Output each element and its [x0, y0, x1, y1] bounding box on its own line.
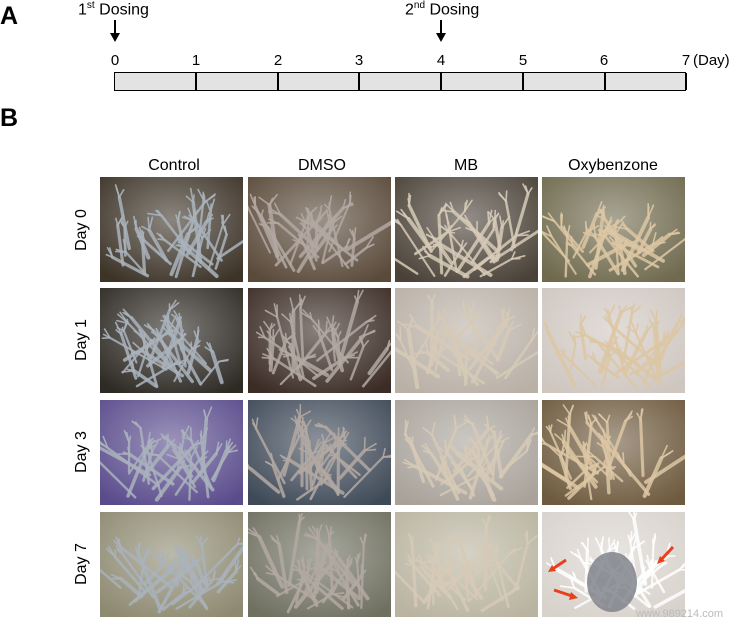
- coral-photo: [542, 512, 685, 617]
- timeline-divider: [604, 73, 606, 90]
- second-dosing-label: 2nd Dosing: [405, 0, 479, 19]
- coral-photo: [395, 177, 538, 282]
- timeline-divider: [522, 73, 524, 90]
- second-dosing-sup: nd: [413, 0, 426, 11]
- panel-b-letter: B: [0, 104, 19, 132]
- second-dosing-text: Dosing: [425, 1, 480, 19]
- coral-photo: [100, 512, 243, 617]
- timeline-divider: [277, 73, 279, 90]
- tick-label-1: 1: [191, 52, 201, 69]
- red-arrow-icon: [657, 545, 675, 564]
- tick-label-6: 6: [599, 52, 609, 69]
- column-header-mb: MB: [454, 157, 478, 174]
- panel-a-letter: A: [0, 2, 19, 30]
- coral-photo: [248, 177, 391, 282]
- row-header-day1: Day 1: [73, 319, 90, 361]
- watermark-text: www.989214.com: [636, 608, 723, 620]
- coral-photo: [395, 512, 538, 617]
- timeline-bar: [114, 72, 687, 91]
- coral-photo: [542, 177, 685, 282]
- coral-photo: [395, 288, 538, 393]
- coral-photo: [248, 288, 391, 393]
- tick-label-0: 0: [110, 52, 120, 69]
- first-dosing-label: 1st Dosing: [78, 0, 149, 19]
- column-header-dmso: DMSO: [298, 157, 346, 174]
- tick-label-4: 4: [436, 52, 446, 69]
- coral-photo: [395, 400, 538, 505]
- coral-photo: [542, 400, 685, 505]
- row-header-day0: Day 0: [73, 209, 90, 251]
- row-header-day3: Day 3: [73, 431, 90, 473]
- timeline-divider: [358, 73, 360, 90]
- timeline-divider: [440, 73, 442, 90]
- tick-label-3: 3: [354, 52, 364, 69]
- coral-photo: [248, 512, 391, 617]
- coral-photo: [100, 288, 243, 393]
- timeline-divider: [685, 73, 687, 90]
- tick-label-5: 5: [518, 52, 528, 69]
- first-dosing-number: 1: [78, 1, 87, 19]
- timeline-divider: [195, 73, 197, 90]
- first-dosing-text: Dosing: [94, 1, 149, 19]
- red-arrow-icon: [548, 558, 567, 572]
- tick-label-2: 2: [273, 52, 283, 69]
- second-dosing-number: 2: [405, 1, 414, 19]
- first-dosing-arrow-icon: [110, 33, 120, 42]
- column-header-control: Control: [148, 157, 200, 174]
- second-dosing-arrow-shaft: [440, 20, 442, 34]
- first-dosing-arrow-shaft: [114, 20, 116, 34]
- coral-photo: [542, 288, 685, 393]
- coral-photo: [248, 400, 391, 505]
- row-header-day7: Day 7: [73, 543, 90, 585]
- first-dosing-sup: st: [86, 0, 95, 11]
- tick-label-7: 7: [681, 52, 691, 69]
- second-dosing-arrow-icon: [436, 33, 446, 42]
- column-header-oxybenzone: Oxybenzone: [568, 157, 658, 174]
- day-unit-label: (Day): [693, 52, 730, 69]
- coral-photo: [100, 177, 243, 282]
- coral-photo: [100, 400, 243, 505]
- red-arrow-icon: [553, 588, 578, 600]
